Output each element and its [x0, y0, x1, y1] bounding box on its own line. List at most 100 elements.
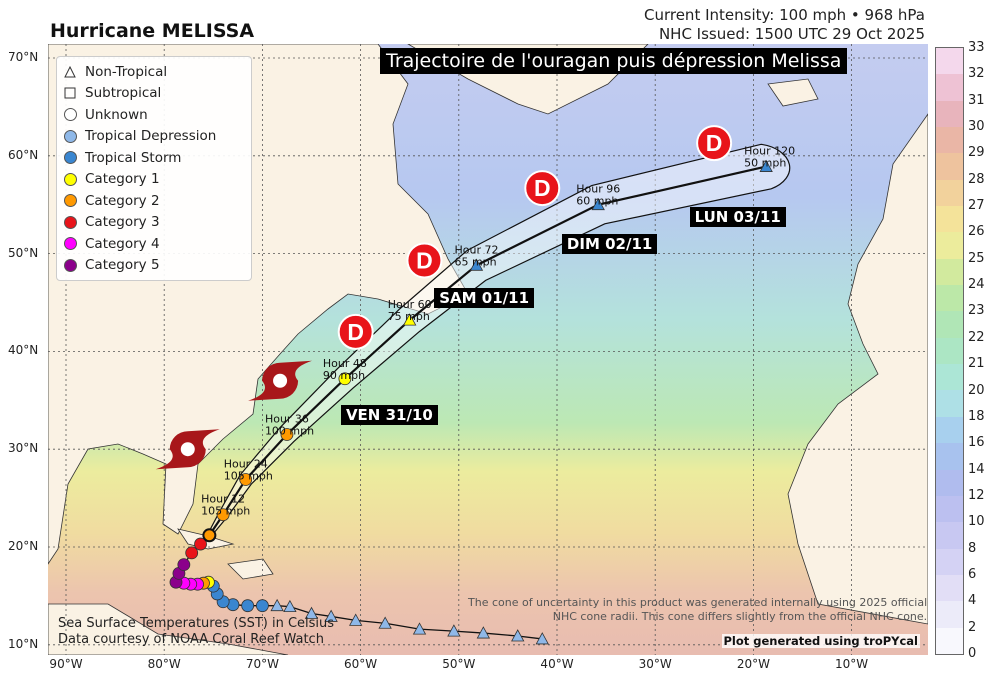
data-credit: Data courtesy of NOAA Coral Reef Watch: [58, 632, 324, 647]
colorbar-tick: 21: [968, 356, 985, 372]
forecast-wind-label: 65 mph: [454, 255, 496, 268]
colorbar-tick: 24: [968, 277, 985, 293]
circle-icon: [63, 172, 77, 186]
legend-label: Category 5: [85, 257, 160, 274]
forecast-wind-label: 90 mph: [323, 369, 365, 382]
date-label: DIM 02/11: [561, 234, 658, 255]
colorbar-tick: 8: [968, 540, 977, 556]
colorbar-swatch: [936, 337, 963, 365]
colorbar-swatch: [936, 258, 963, 286]
lon-label: 90°W: [49, 657, 83, 671]
legend-label: Subtropical: [85, 85, 162, 102]
hurricane-icon: [248, 360, 313, 401]
colorbar-tick: 33: [968, 40, 985, 55]
legend: Non-Tropical Subtropical Unknown Tropical D…: [56, 56, 252, 281]
colorbar-tick: 31: [968, 92, 985, 108]
forecast-wind-label: 50 mph: [744, 157, 786, 170]
forecast-wind-label: 60 mph: [576, 195, 618, 208]
lat-label: 60°N: [8, 147, 39, 162]
colorbar-swatch: [936, 574, 963, 602]
lon-label: 50°W: [442, 657, 476, 671]
lon-label: 80°W: [147, 657, 181, 671]
colorbar-swatch: [936, 469, 963, 496]
legend-item: Category 4: [63, 233, 243, 255]
colorbar-swatch: [936, 127, 963, 154]
colorbar-tick: 30: [968, 119, 985, 135]
legend-label: Non-Tropical: [85, 63, 168, 80]
colorbar-tick: 26: [968, 224, 985, 240]
past-track-point: [304, 606, 319, 619]
cone-note: The cone of uncertainty in this product …: [468, 596, 927, 624]
legend-label: Tropical Storm: [85, 149, 182, 166]
legend-item: Non-Tropical: [63, 61, 243, 83]
tropycal-credit: Plot generated using troPYcal: [721, 634, 920, 648]
legend-label: Category 3: [85, 214, 160, 231]
date-label: SAM 01/11: [434, 287, 535, 308]
sst-colorbar: [935, 47, 964, 655]
forecast-hour-label: Hour 120: [744, 145, 795, 158]
map-banner-title: Trajectoire de l'ouragan puis dépression…: [380, 48, 848, 74]
depression-marker: [337, 313, 374, 350]
legend-label: Category 4: [85, 235, 160, 252]
lon-label: 70°W: [245, 657, 279, 671]
forecast-point: [591, 197, 605, 211]
legend-label: Category 1: [85, 171, 160, 188]
triangle-outline-icon: [63, 65, 77, 79]
forecast-point: [403, 313, 417, 326]
legend-item: Category 2: [63, 190, 243, 212]
colorbar-swatch: [936, 416, 963, 444]
legend-item: Category 3: [63, 212, 243, 234]
colorbar-swatch: [936, 311, 963, 338]
circle-icon: [63, 129, 77, 143]
forecast-point: [338, 372, 352, 386]
forecast-wind-label: 105 mph: [201, 505, 250, 518]
current-position-ring: [202, 528, 217, 543]
lat-label: 20°N: [8, 539, 39, 553]
hurricane-icon: [155, 429, 220, 470]
colorbar-tick: 0: [968, 646, 977, 661]
colorbar-swatch: [936, 206, 963, 233]
depression-letter: D: [416, 247, 433, 273]
legend-item: Unknown: [63, 104, 243, 126]
colorbar-swatch: [936, 443, 963, 470]
past-track-point: [194, 537, 207, 551]
colorbar-tick: 22: [968, 329, 985, 345]
legend-item: Subtropical: [63, 83, 243, 105]
past-track-point: [185, 546, 199, 560]
lat-label: 30°N: [8, 441, 39, 456]
past-track-point: [511, 629, 525, 642]
colorbar-tick: 16: [968, 435, 985, 451]
colorbar-tick: 4: [968, 593, 977, 609]
colorbar-tick: 12: [968, 487, 985, 503]
forecast-hour-label: Hour 96: [576, 183, 620, 196]
cone-note-line-1: The cone of uncertainty in this product …: [468, 596, 928, 609]
past-track-point: [241, 599, 255, 613]
square-outline-icon: [63, 86, 77, 100]
colorbar-swatch: [936, 364, 963, 391]
colorbar-swatch: [936, 627, 963, 654]
lon-label: 60°W: [344, 657, 378, 671]
forecast-hour-label: Hour 48: [323, 357, 367, 370]
colorbar-swatch: [936, 48, 963, 75]
colorbar-tick: 14: [968, 461, 985, 477]
lon-label: 30°W: [638, 657, 672, 671]
legend-label: Category 2: [85, 192, 160, 209]
past-track-point: [283, 599, 297, 613]
colorbar-tick: 27: [968, 198, 985, 214]
colorbar-swatch: [936, 232, 963, 259]
colorbar-swatch: [936, 548, 963, 575]
depression-marker: [406, 242, 443, 279]
forecast-wind-label: 105 mph: [224, 470, 273, 483]
legend-item: Tropical Storm: [63, 147, 243, 169]
storm-title: Hurricane MELISSA: [50, 20, 255, 42]
circle-outline-icon: [63, 108, 77, 122]
colorbar-tick: 2: [968, 619, 977, 635]
south-america: [48, 603, 289, 655]
colorbar-swatch: [936, 100, 963, 128]
past-track-point: [476, 626, 491, 639]
circle-icon: [63, 237, 77, 251]
past-track-point: [378, 616, 392, 629]
colorbar-tick: 18: [968, 408, 985, 424]
legend-item: Tropical Depression: [63, 126, 243, 148]
lat-label: 70°N: [8, 50, 39, 64]
